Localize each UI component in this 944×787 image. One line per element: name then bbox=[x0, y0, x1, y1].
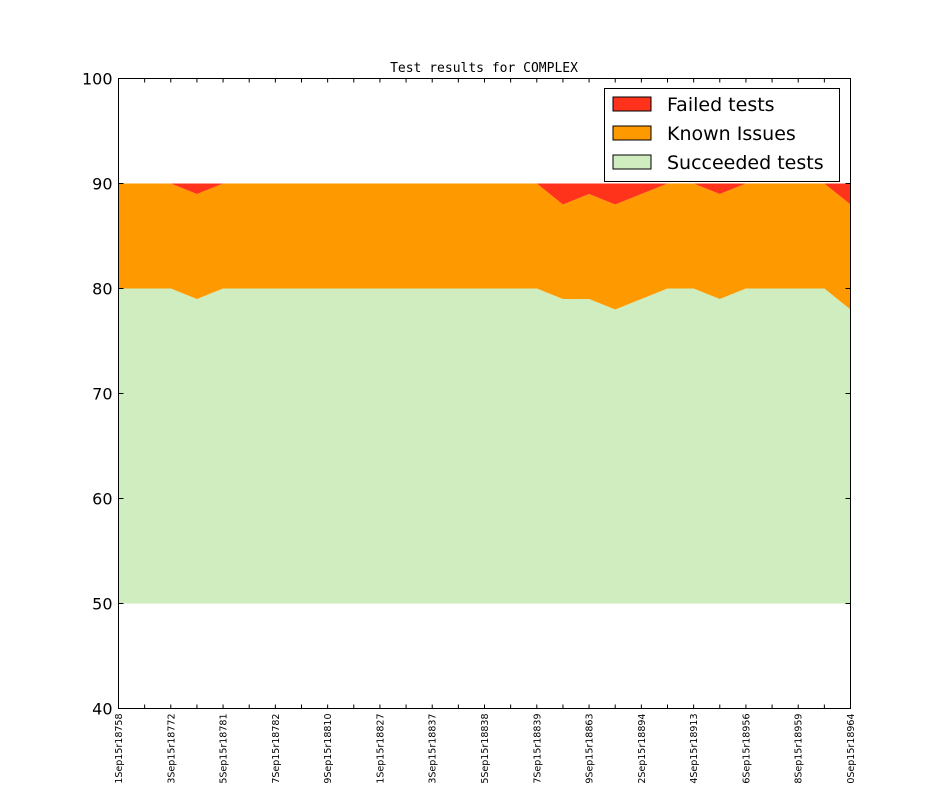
area-known-issues bbox=[118, 183, 851, 310]
legend-label-known: Known Issues bbox=[667, 123, 796, 145]
chart-areas bbox=[118, 183, 851, 604]
x-tick-label: 9Sep15r18863 bbox=[585, 714, 596, 784]
area-failed-tests bbox=[118, 183, 851, 205]
x-tick-label: 7Sep15r18839 bbox=[532, 714, 543, 784]
x-tick-label: 1Sep15r18827 bbox=[375, 714, 386, 784]
x-tick-label: 7Sep15r18782 bbox=[271, 714, 282, 784]
plot-frame bbox=[118, 78, 851, 709]
x-axis-labels: 1Sep15r18758 3Sep15r18772 5Sep15r18781 7Sep… bbox=[114, 714, 857, 784]
legend: Failed tests Known Issues Succeeded test… bbox=[604, 88, 840, 182]
legend-label-failed: Failed tests bbox=[667, 94, 775, 116]
x-tick-label: 3Sep15r18837 bbox=[428, 714, 439, 784]
legend-swatch-succeeded bbox=[612, 154, 652, 170]
y-tick-label: 50 bbox=[92, 595, 112, 614]
y-tick-label: 60 bbox=[92, 490, 112, 509]
y-tick-label: 100 bbox=[82, 70, 113, 89]
x-tick-label: 1Sep15r18758 bbox=[114, 714, 125, 784]
y-tick-label: 90 bbox=[92, 175, 112, 194]
legend-label-succeeded: Succeeded tests bbox=[667, 152, 824, 174]
y-tick-label: 40 bbox=[92, 700, 112, 719]
x-tick-label: 5Sep15r18781 bbox=[219, 714, 230, 784]
x-tick-label: 9Sep15r18810 bbox=[323, 714, 334, 784]
x-tick-label: 0Sep15r18964 bbox=[846, 714, 857, 784]
x-tick-label: 3Sep15r18772 bbox=[166, 714, 177, 784]
y-axis-labels: 40 50 60 70 80 90 100 bbox=[82, 70, 113, 719]
area-succeeded-tests bbox=[118, 288, 851, 604]
x-tick-label: 4Sep15r18913 bbox=[689, 714, 700, 784]
x-tick-label: 8Sep15r18959 bbox=[794, 714, 805, 784]
x-tick-label: 2Sep15r18894 bbox=[637, 714, 648, 784]
y-tick-label: 80 bbox=[92, 280, 112, 299]
legend-swatch-failed bbox=[612, 96, 652, 112]
y-tick-label: 70 bbox=[92, 385, 112, 404]
x-tick-label: 6Sep15r18956 bbox=[741, 714, 752, 784]
chart-title: Test results for COMPLEX bbox=[390, 61, 578, 76]
legend-swatch-known bbox=[612, 125, 652, 141]
x-tick-label: 5Sep15r18838 bbox=[480, 714, 491, 784]
